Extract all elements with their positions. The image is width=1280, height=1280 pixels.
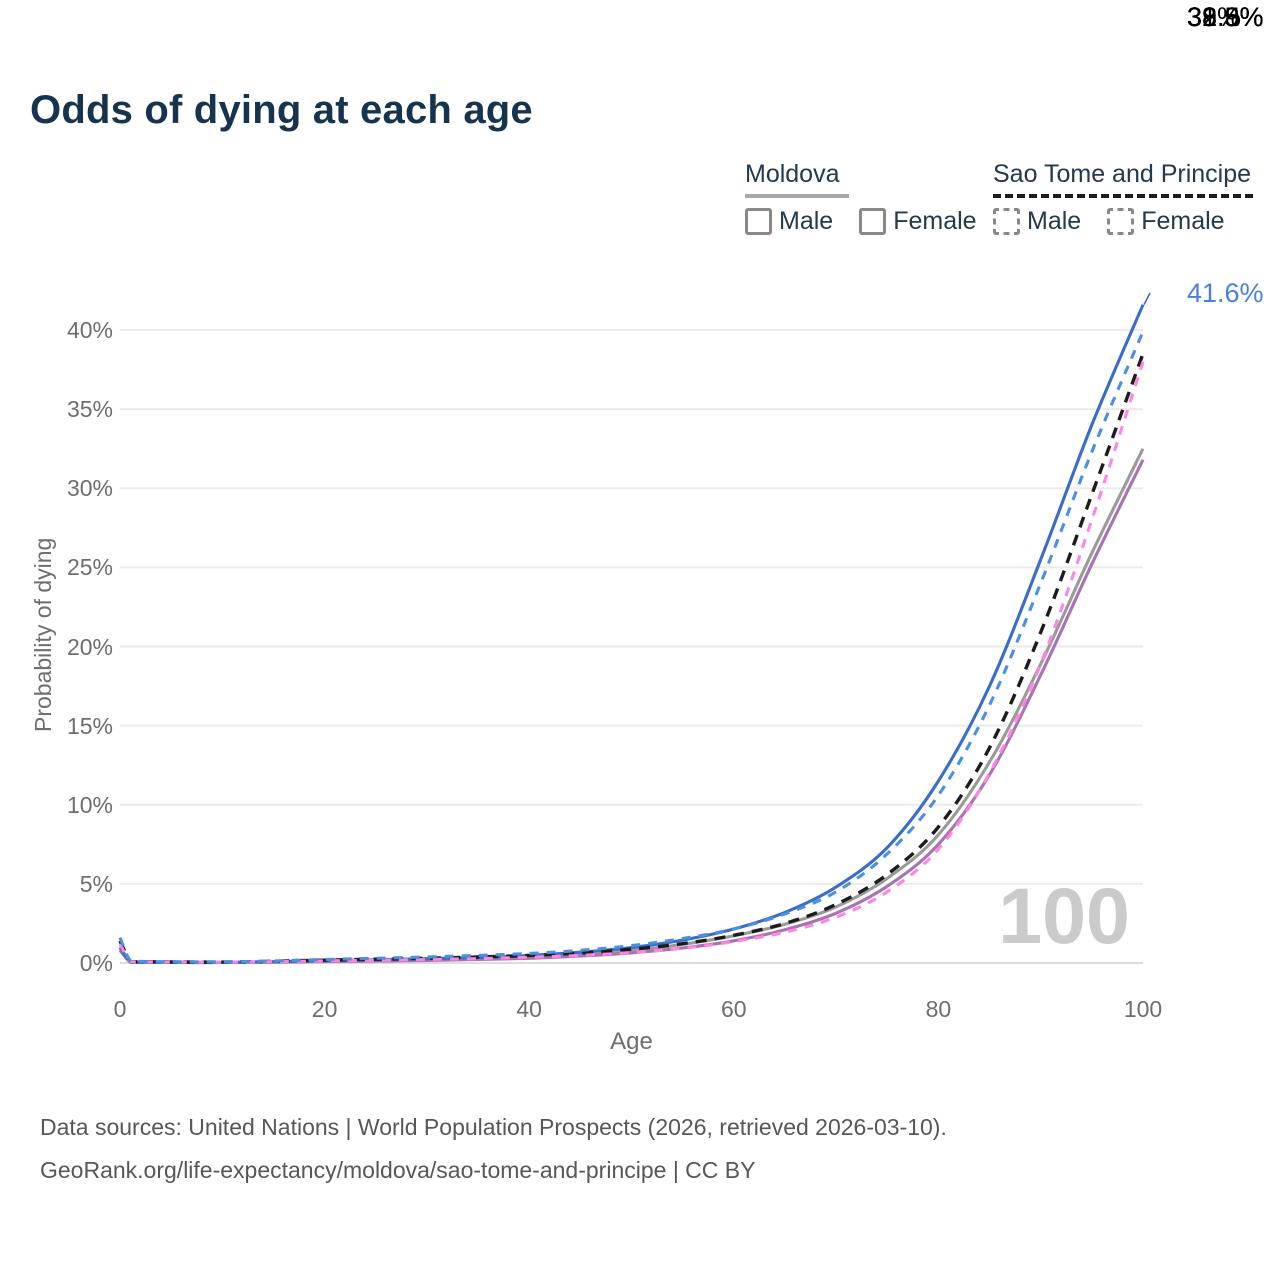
legend-label: Male [1027, 207, 1082, 235]
moldova-female-swatch-icon[interactable] [859, 208, 887, 235]
stp-female-swatch-icon[interactable] [1107, 208, 1135, 235]
legend-group-stp: Sao Tome and Principe Male Female [993, 160, 1253, 236]
series-line-moldova-male [118, 304, 1145, 964]
x-tick-label: 100 [1123, 996, 1163, 1022]
end-label-value: 32.5% [1187, 1, 1264, 32]
moldova-male-swatch-icon[interactable] [745, 208, 772, 235]
end-label-stp-female: 38% [1150, 0, 1241, 34]
legend-item-stp-male[interactable]: Male [993, 207, 1081, 236]
legend-label: Male [779, 207, 834, 235]
chart-title: Odds of dying at each age [30, 88, 533, 132]
y-tick-label: 30% [66, 475, 113, 502]
y-tick-label: 25% [66, 554, 113, 581]
end-label-value: 39.9% [1187, 1, 1264, 32]
end-label-stp-male: 39.9% [1150, 0, 1264, 34]
legend-country-moldova[interactable]: Moldova [745, 160, 840, 188]
source-url-line[interactable]: GeoRank.org/life-expectancy/moldova/sao-… [40, 1156, 756, 1183]
y-tick-label: 35% [66, 396, 113, 423]
data-source-line: Data sources: United Nations | World Pop… [40, 1114, 947, 1140]
series-line-stp-total [118, 353, 1145, 964]
x-tick-label: 60 [721, 996, 747, 1022]
attribution-footer: Data sources: United Nations | World Pop… [40, 1106, 947, 1191]
x-tick-label: 80 [925, 996, 952, 1022]
legend-label: Female [1141, 207, 1225, 235]
stp-male-swatch-icon[interactable] [993, 208, 1020, 235]
y-tick-label: 15% [66, 712, 113, 739]
end-label-moldova-total: 32.5% [1150, 0, 1264, 34]
end-label-value: 38.5% [1187, 1, 1264, 32]
label-connector [1143, 292, 1151, 306]
series-line-stp-female [118, 361, 1145, 964]
x-tick-label: 40 [516, 996, 542, 1022]
moldova-line-style-sample [745, 194, 849, 198]
y-tick-label: 10% [66, 791, 113, 818]
moldova-flag-icon [1150, 278, 1181, 309]
legend-item-stp-female[interactable]: Female [1107, 207, 1225, 236]
legend-item-moldova-female[interactable]: Female [859, 207, 977, 236]
y-tick-label: 40% [66, 317, 113, 343]
legend-item-moldova-male[interactable]: Male [745, 207, 833, 236]
x-tick-label: 0 [113, 996, 127, 1022]
end-label-value: 31.8% [1187, 1, 1264, 32]
y-tick-label: 0% [79, 950, 113, 976]
end-label-moldova-female: 31.8% [1150, 0, 1264, 34]
legend-group-moldova: Moldova Male Female [745, 160, 1003, 236]
moldova-flag-icon [1150, 2, 1181, 33]
y-tick-label: 5% [79, 870, 113, 897]
stp-line-style-sample [993, 194, 1253, 198]
y-tick-label: 20% [66, 633, 113, 660]
end-label-moldova-male: 41.6% [1150, 276, 1264, 310]
legend-country-stp[interactable]: Sao Tome and Principe [993, 160, 1252, 188]
end-label-value: 38% [1187, 1, 1242, 32]
end-label-value: 41.6% [1187, 277, 1264, 308]
x-axis-title: Age [610, 1028, 653, 1055]
end-label-stp-total: 38.5% [1150, 0, 1264, 34]
legend-label: Female [893, 207, 977, 235]
age-watermark: 100 [998, 871, 1130, 960]
x-tick-label: 20 [311, 996, 338, 1022]
